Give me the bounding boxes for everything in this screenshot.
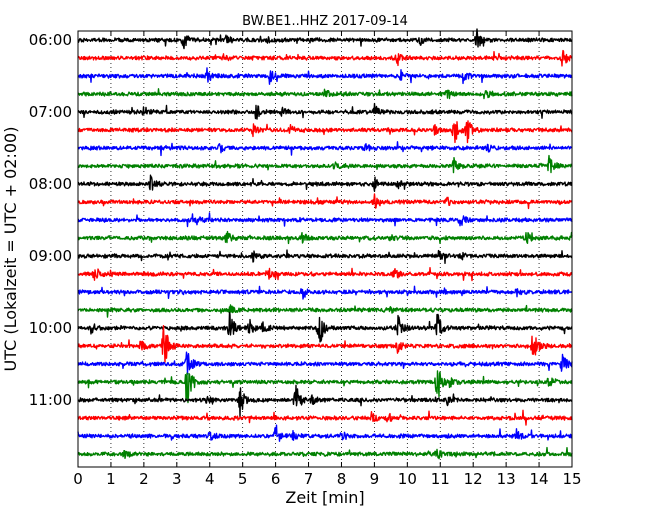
trace-0745 bbox=[77, 154, 573, 174]
trace-1100 bbox=[77, 384, 573, 418]
trace-1045 bbox=[77, 370, 573, 404]
trace-0730 bbox=[77, 141, 573, 157]
x-tick-label: 15 bbox=[562, 470, 581, 488]
x-tick-label: 6 bbox=[271, 470, 281, 488]
y-axis-label: UTC (Lokalzeit = UTC + 02:00) bbox=[1, 127, 20, 372]
x-tick-label: 3 bbox=[172, 470, 182, 488]
trace-0615 bbox=[77, 49, 573, 67]
trace-1000 bbox=[77, 311, 573, 343]
trace-1030 bbox=[77, 351, 573, 375]
trace-1015 bbox=[77, 325, 573, 363]
y-tick-label: 11:00 bbox=[29, 391, 72, 409]
y-tick-label: 06:00 bbox=[29, 31, 72, 49]
x-tick-label: 7 bbox=[304, 470, 314, 488]
trace-0900 bbox=[77, 249, 573, 264]
trace-1130 bbox=[77, 424, 573, 442]
trace-0645 bbox=[77, 88, 573, 100]
x-tick-label: 1 bbox=[106, 470, 116, 488]
x-tick-label: 9 bbox=[370, 470, 380, 488]
plot-frame bbox=[77, 30, 573, 468]
x-tick-label: 0 bbox=[73, 470, 83, 488]
trace-0830 bbox=[77, 212, 573, 228]
chart-title: BW.BE1..HHZ 2017-09-14 bbox=[242, 14, 408, 29]
x-tick-label: 5 bbox=[238, 470, 248, 488]
y-tick-label: 08:00 bbox=[29, 175, 72, 193]
trace-0845 bbox=[77, 230, 573, 245]
x-tick-label: 12 bbox=[464, 470, 483, 488]
y-tick-label: 07:00 bbox=[29, 103, 72, 121]
trace-0630 bbox=[77, 67, 573, 85]
trace-1115 bbox=[77, 409, 573, 426]
traces bbox=[77, 28, 573, 460]
x-tick-label: 13 bbox=[497, 470, 516, 488]
trace-0715 bbox=[77, 120, 573, 144]
trace-0930 bbox=[77, 285, 573, 300]
x-tick-label: 2 bbox=[139, 470, 149, 488]
trace-0915 bbox=[77, 267, 573, 282]
trace-0800 bbox=[77, 174, 573, 192]
trace-0700 bbox=[77, 102, 573, 120]
x-axis-ticks: 0 1 2 3 4 5 6 7 8 9 10 11 12 13 14 15 bbox=[73, 31, 582, 488]
x-axis-label: Zeit [min] bbox=[285, 488, 364, 507]
x-tick-label: 4 bbox=[205, 470, 215, 488]
trace-0815 bbox=[77, 193, 573, 210]
x-tick-label: 14 bbox=[530, 470, 549, 488]
trace-0945 bbox=[77, 304, 573, 318]
trace-1145 bbox=[77, 446, 573, 460]
trace-0600 bbox=[77, 28, 573, 50]
y-axis-ticks: 06:00 07:00 08:00 09:00 10:00 11:00 bbox=[29, 31, 572, 409]
y-tick-label: 09:00 bbox=[29, 247, 72, 265]
y-tick-label: 10:00 bbox=[29, 319, 72, 337]
x-tick-label: 10 bbox=[398, 470, 417, 488]
x-tick-label: 8 bbox=[337, 470, 347, 488]
grid-lines bbox=[110, 31, 540, 467]
x-tick-label: 11 bbox=[431, 470, 450, 488]
